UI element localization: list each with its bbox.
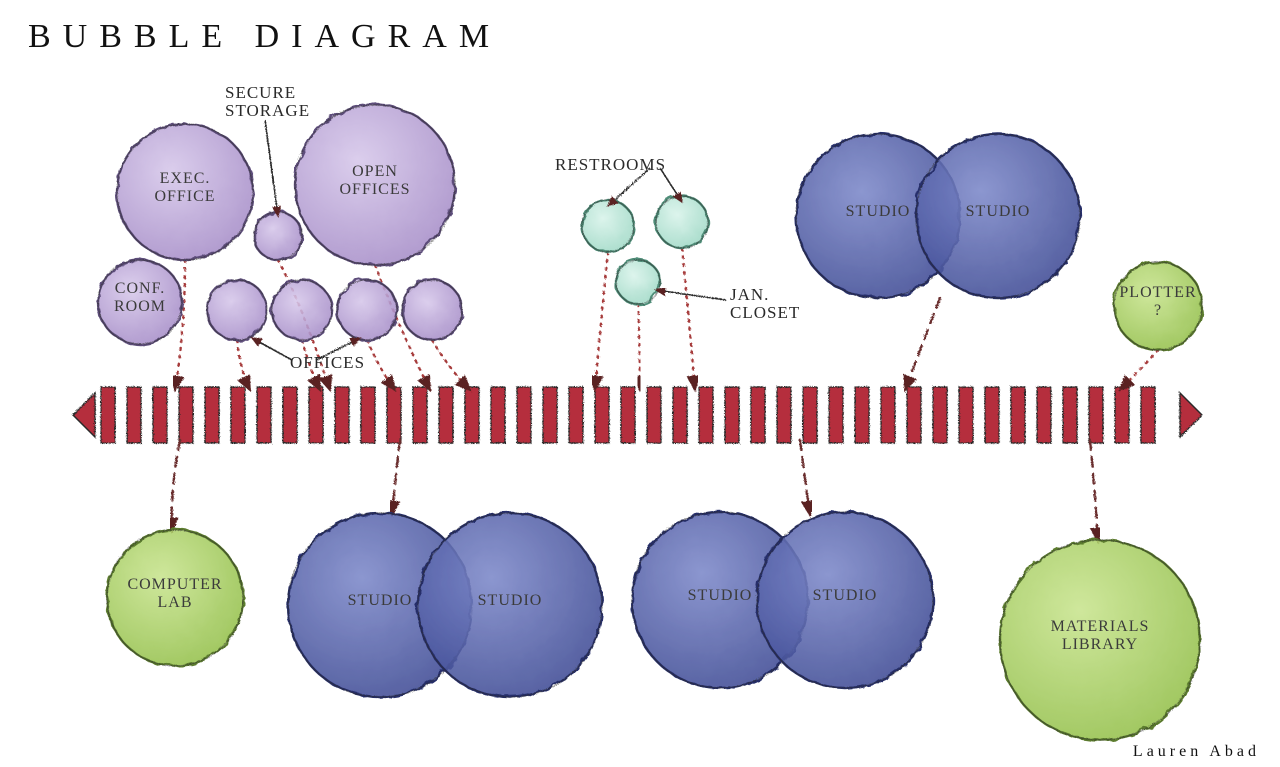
diagram-canvas: BUBBLE DIAGRAM Lauren Abad	[0, 0, 1280, 767]
bubble-studio-bl-b: STUDIO	[418, 513, 602, 697]
bubble-label-studio-top-a: STUDIO	[846, 203, 911, 220]
bubble-open-offices: OPENOFFICES	[295, 105, 455, 265]
bubble-label-conf-room: CONF.ROOM	[114, 280, 166, 315]
bubble-restroom-1	[582, 200, 634, 252]
bubble-computer-lab: COMPUTERLAB	[107, 530, 243, 666]
bubble-exec-office: EXEC.OFFICE	[117, 124, 253, 260]
bubble-conf-room: CONF.ROOM	[98, 260, 182, 344]
bubble-office-3	[337, 280, 397, 340]
restrooms-label: RESTROOMS	[555, 155, 666, 174]
bubble-label-studio-bl-b: STUDIO	[478, 592, 543, 609]
circulation-corridor	[73, 387, 1202, 443]
bubble-label-materials-lib: MATERIALSLIBRARY	[1051, 618, 1150, 653]
offices-label: OFFICES	[290, 353, 365, 372]
bubble-jan-closet	[616, 260, 660, 304]
bubble-label-studio-bl-a: STUDIO	[348, 592, 413, 609]
bubble-studio-br-b: STUDIO	[757, 512, 933, 688]
bubble-materials-lib: MATERIALSLIBRARY	[1000, 540, 1200, 740]
bubble-office-4	[402, 280, 462, 340]
bubble-label-studio-br-b: STUDIO	[813, 587, 878, 604]
diagram-svg: EXEC.OFFICE OPENOFFICES CONF.ROOM STUDIO STU…	[0, 0, 1280, 767]
bubble-plotter: PLOTTER?	[1114, 262, 1202, 350]
bubble-office-2	[272, 280, 332, 340]
bubble-secure-storage	[254, 212, 302, 260]
bubble-studio-top-b: STUDIO	[916, 134, 1080, 298]
bubble-restroom-2	[656, 196, 708, 248]
jan-closet-label: JAN.CLOSET	[730, 285, 800, 322]
bubble-label-studio-br-a: STUDIO	[688, 587, 753, 604]
bubble-office-1	[207, 280, 267, 340]
secure-storage-label: SECURESTORAGE	[225, 83, 310, 120]
bubble-label-exec-office: EXEC.OFFICE	[154, 170, 215, 205]
bubble-label-studio-top-b: STUDIO	[966, 203, 1031, 220]
